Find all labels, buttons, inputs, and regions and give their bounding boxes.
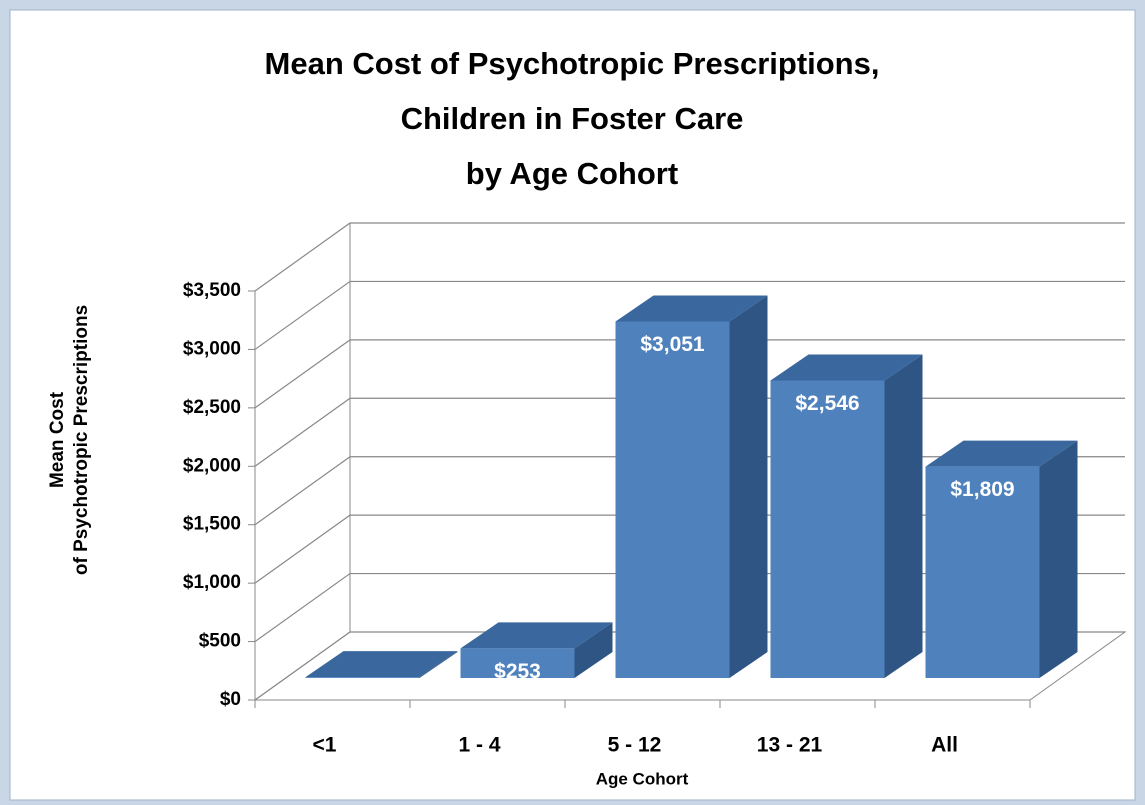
value-label: $253 [494,660,541,683]
chart-title: Mean Cost of Psychotropic Prescriptions, [265,46,880,81]
bar-top [925,440,1078,467]
y-tick-label: $2,000 [183,455,241,476]
bar-top [770,354,923,381]
bar [305,651,458,678]
y-tick-label: $3,000 [183,338,241,359]
bar-side [574,622,613,678]
y-tick-label: $500 [199,631,241,652]
x-tick-label: 5 - 12 [608,734,662,757]
x-tick-label: 1 - 4 [458,734,500,757]
x-tick-label: 13 - 21 [757,734,823,757]
bar-side [419,651,458,678]
x-axis-label: Age Cohort [596,769,689,788]
bar-side [1039,440,1078,678]
bar [925,440,1078,678]
value-label: $2,546 [795,392,859,415]
bar-side [729,295,768,678]
bar-front [615,321,730,678]
x-tick-label: All [931,734,958,757]
y-tick-label: $3,500 [183,280,241,301]
chart-title: by Age Cohort [466,156,678,191]
chart-title: Children in Foster Care [401,101,744,136]
value-label: $1,809 [950,478,1014,501]
y-tick-label: $0 [220,689,241,710]
bar-front [305,677,420,678]
y-tick-label: $2,500 [183,397,241,418]
bar-side [884,354,923,678]
y-axis-label: Mean Cost [47,391,68,488]
value-label: $3,051 [640,333,705,356]
bar-top [305,651,458,678]
bar [770,354,923,678]
x-tick-label: <1 [313,734,337,757]
y-tick-label: $1,000 [183,572,241,593]
y-axis-label: of Psychotropic Prescriptions [71,305,92,575]
bar-front [925,466,1040,678]
bar-front [770,380,885,678]
y-tick-label: $1,500 [183,514,241,535]
bar [460,622,613,678]
bar-front [460,648,575,678]
bar-top [615,295,768,322]
bar [615,295,768,678]
value-label: $8 [351,678,375,701]
bar-top [460,622,613,649]
